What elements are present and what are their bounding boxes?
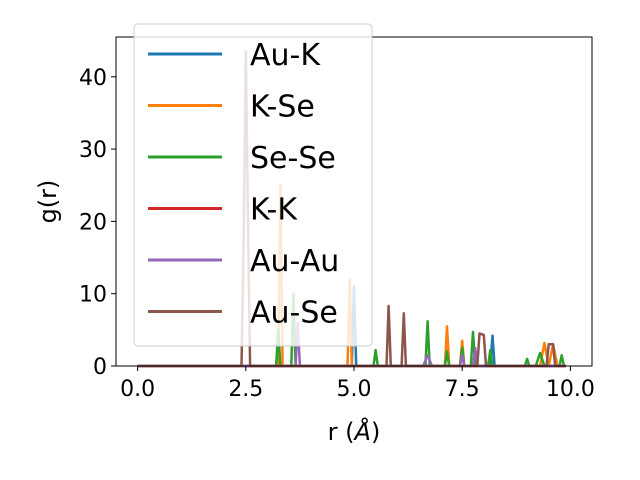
x-axis-label-close: ) bbox=[371, 418, 380, 446]
legend-label: K-Se bbox=[250, 90, 315, 125]
legend-label: Se-Se bbox=[250, 141, 336, 176]
legend-label: Au-Se bbox=[250, 296, 338, 331]
y-axis-label: g(r) bbox=[34, 180, 62, 224]
y-tick-label: 20 bbox=[79, 210, 107, 235]
y-tick-label: 40 bbox=[79, 66, 107, 91]
x-axis-label: r (Å) bbox=[328, 417, 381, 446]
y-tick-label: 30 bbox=[79, 138, 107, 163]
legend-label: Au-Au bbox=[250, 244, 339, 279]
x-tick-label: 2.5 bbox=[228, 377, 263, 402]
y-tick-label: 0 bbox=[93, 355, 107, 380]
x-axis-label-unit: Å bbox=[353, 417, 371, 446]
legend: Au-K K-Se Se-Se K-K Au-Au Au-Se bbox=[133, 23, 373, 347]
x-tick-label: 0.0 bbox=[120, 377, 155, 402]
x-axis: 0.0 2.5 5.0 7.5 10.0 bbox=[120, 366, 595, 402]
y-axis: 0 10 20 30 40 bbox=[79, 66, 116, 380]
x-tick-label: 7.5 bbox=[445, 377, 480, 402]
legend-label: K-K bbox=[250, 193, 298, 228]
legend-label: Au-K bbox=[250, 38, 321, 73]
y-tick-label: 10 bbox=[79, 283, 107, 308]
x-axis-label-text: r ( bbox=[328, 418, 355, 446]
x-tick-label: 5.0 bbox=[337, 377, 372, 402]
x-tick-label: 10.0 bbox=[546, 377, 595, 402]
